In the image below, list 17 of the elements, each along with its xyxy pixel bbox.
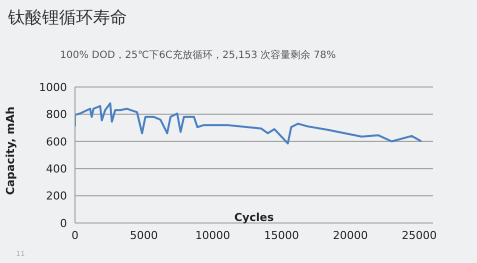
x-tick-label: 25000 xyxy=(402,228,437,242)
y-tick-label: 0 xyxy=(60,216,67,230)
x-axis-title: Cycles xyxy=(234,211,274,224)
x-tick-label: 10000 xyxy=(195,228,230,242)
y-tick-label: 800 xyxy=(46,108,67,122)
x-tick-label: 20000 xyxy=(332,228,368,242)
y-tick-label: 1000 xyxy=(39,80,67,94)
x-tick-label: 15000 xyxy=(264,228,300,242)
chart-subtitle: 100% DOD，25℃下6C充放循环，25,153 次容量剩余 78% xyxy=(60,48,336,62)
line-series xyxy=(75,102,422,144)
y-tick-label: 200 xyxy=(46,190,67,203)
y-axis-title: Capacity, mAh xyxy=(4,106,17,195)
x-tick-label: 0 xyxy=(72,228,78,242)
x-tick-label: 5000 xyxy=(130,228,158,242)
chart-title: 钛酸锂循环寿命 xyxy=(8,7,127,29)
y-tick-label: 400 xyxy=(46,162,67,176)
y-tick-label: 600 xyxy=(46,135,67,148)
